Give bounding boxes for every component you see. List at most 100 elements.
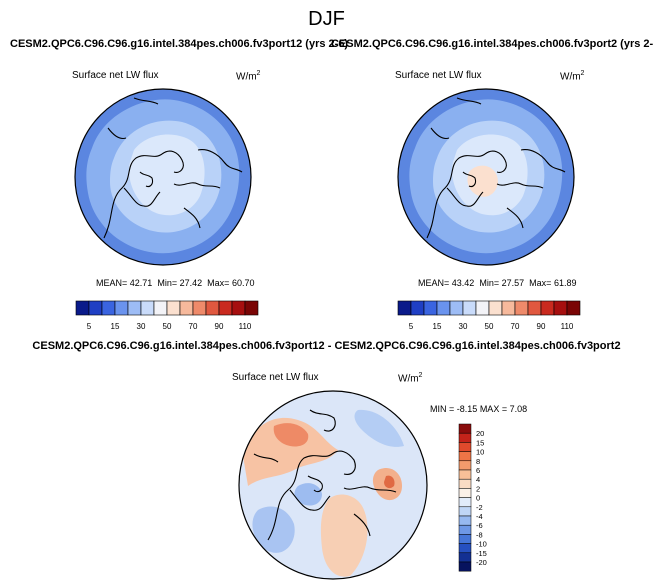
difference-colorbar-tick-label: 8 xyxy=(476,457,480,466)
difference-colorbar-swatch xyxy=(458,543,472,554)
difference-colorbar-tick-label: -4 xyxy=(476,512,483,521)
panel2-colorbar-tick-label: 70 xyxy=(511,322,520,331)
difference-units-label: W/m2 xyxy=(398,372,423,385)
panel1-coastlines xyxy=(103,97,243,239)
difference-colorbar-swatch xyxy=(458,423,472,434)
panel1-colorbar-tick-label: 30 xyxy=(137,322,146,331)
difference-coastlines xyxy=(253,409,397,541)
panel1-colorbar-tick-label: 15 xyxy=(111,322,120,331)
difference-field-hot-west xyxy=(273,423,309,447)
difference-colorbar-swatch xyxy=(458,506,472,517)
panel2-units-label: W/m2 xyxy=(560,70,585,83)
panel2-colorbar-swatch xyxy=(410,300,425,316)
difference-stats: MIN = -8.15 MAX = 7.08 xyxy=(430,404,528,414)
panel1-colorbar-tick-label: 50 xyxy=(163,322,172,331)
panel1-colorbar-swatch xyxy=(244,300,259,316)
difference-colorbar-tick-label: 20 xyxy=(476,429,484,438)
difference-colorbar-tick-label: 0 xyxy=(476,494,480,503)
difference-colorbar-tick-label: 10 xyxy=(476,448,484,457)
panel1-colorbar: 51530507090110130 xyxy=(75,300,259,331)
difference-field-hot-east xyxy=(384,475,395,489)
panel2-warm-spot xyxy=(467,165,498,197)
difference-colorbar-swatch xyxy=(458,432,472,443)
difference-colorbar-tick-label: -8 xyxy=(476,530,483,539)
difference-colorbar-swatch xyxy=(458,451,472,462)
panel1-case-title: CESM2.QPC6.C96.C96.g16.intel.384pes.ch00… xyxy=(10,38,349,50)
difference-title: CESM2.QPC6.C96.C96.g16.intel.384pes.ch00… xyxy=(32,340,621,352)
panel1-colorbar-swatch xyxy=(140,300,155,316)
difference-field-cool-sw xyxy=(252,506,295,553)
panel2-colorbar: 51530507090110130 xyxy=(397,300,581,331)
difference-colorbar-swatch xyxy=(458,561,472,572)
panel1-colorbar-swatch xyxy=(192,300,207,316)
panel1-colorbar-swatch xyxy=(101,300,116,316)
difference-field-cool-center xyxy=(294,483,322,506)
difference-field-cool-ne xyxy=(354,409,404,447)
panel1-colorbar-swatch xyxy=(153,300,168,316)
panel1-colorbar-swatch xyxy=(88,300,103,316)
panel2-colorbar-swatch xyxy=(449,300,464,316)
panel1-units-label: W/m2 xyxy=(236,70,261,83)
panel1-variable-label: Surface net LW flux xyxy=(72,70,159,81)
panel1-colorbar-swatch xyxy=(231,300,246,316)
panel2-colorbar-swatch xyxy=(540,300,555,316)
panel2-colorbar-swatch xyxy=(527,300,542,316)
panel2-case-title: CESM2.QPC6.C96.C96.g16.intel.384pes.ch00… xyxy=(331,38,653,50)
panel2-colorbar-swatch xyxy=(436,300,451,316)
panel1-map-border xyxy=(74,88,252,266)
difference-colorbar-swatch xyxy=(458,442,472,452)
difference-colorbar-tick-label: 15 xyxy=(476,438,484,447)
difference-field-warm-west xyxy=(242,417,338,486)
difference-colorbar-tick-label: -15 xyxy=(476,549,487,558)
panel2-map-border xyxy=(397,88,575,266)
panel2-colorbar-tick-label: 110 xyxy=(561,322,574,331)
panel2-colorbar-swatch xyxy=(475,300,490,316)
panel1-colorbar-swatch xyxy=(218,300,233,316)
panel1-stats: MEAN= 42.71 Min= 27.42 Max= 60.70 xyxy=(96,278,255,288)
difference-colorbar-swatch xyxy=(458,552,472,563)
panel1-colorbar-tick-label: 110 xyxy=(239,322,252,331)
panel1-colorbar-swatch xyxy=(205,300,220,316)
panel2-colorbar-swatch xyxy=(514,300,529,316)
difference-variable-label: Surface net LW flux xyxy=(232,372,319,383)
difference-colorbar-swatch xyxy=(458,497,472,508)
panel1-colorbar-swatch xyxy=(179,300,194,316)
panel1-field-inner xyxy=(128,134,205,216)
panel2-colorbar-swatch xyxy=(501,300,516,316)
difference-colorbar-tick-label: -20 xyxy=(476,558,487,567)
difference-colorbar-swatch xyxy=(458,460,472,471)
difference-colorbar-tick-label: 4 xyxy=(476,475,480,484)
difference-polar-map xyxy=(238,390,428,580)
panel2-colorbar-swatch xyxy=(462,300,477,316)
panel2-coastlines xyxy=(426,97,566,239)
difference-colorbar-swatch xyxy=(458,534,472,544)
panel2-stats: MEAN= 43.42 Min= 27.57 Max= 61.89 xyxy=(418,278,577,288)
difference-colorbar-swatch xyxy=(458,469,472,480)
difference-colorbar-tick-label: -2 xyxy=(476,503,483,512)
panel2-colorbar-swatch xyxy=(553,300,568,316)
difference-colorbar-tick-label: -6 xyxy=(476,521,483,530)
panel2-colorbar-tick-label: 30 xyxy=(459,322,468,331)
panel1-colorbar-tick-label: 70 xyxy=(189,322,198,331)
panel2-colorbar-tick-label: 50 xyxy=(485,322,494,331)
panel1-colorbar-swatch xyxy=(75,300,90,316)
difference-colorbar-swatch xyxy=(458,515,472,526)
panel1-polar-map xyxy=(74,88,252,266)
panel1-colorbar-swatch xyxy=(127,300,142,316)
panel1-colorbar-swatch xyxy=(114,300,129,316)
difference-colorbar-tick-label: -10 xyxy=(476,540,487,549)
panel1-colorbar-tick-label: 5 xyxy=(87,322,92,331)
panel2-polar-map xyxy=(397,88,575,266)
panel2-colorbar-swatch xyxy=(566,300,581,316)
difference-colorbar-swatch xyxy=(458,524,472,535)
difference-colorbar-tick-label: 6 xyxy=(476,466,480,475)
panel2-colorbar-swatch xyxy=(488,300,503,316)
panel2-variable-label: Surface net LW flux xyxy=(395,70,482,81)
panel1-colorbar-swatch xyxy=(166,300,181,316)
difference-map-border xyxy=(238,390,428,580)
panel2-colorbar-swatch xyxy=(423,300,438,316)
panel2-colorbar-tick-label: 90 xyxy=(537,322,546,331)
difference-colorbar-swatch xyxy=(458,488,472,498)
difference-colorbar-tick-label: 2 xyxy=(476,484,480,493)
